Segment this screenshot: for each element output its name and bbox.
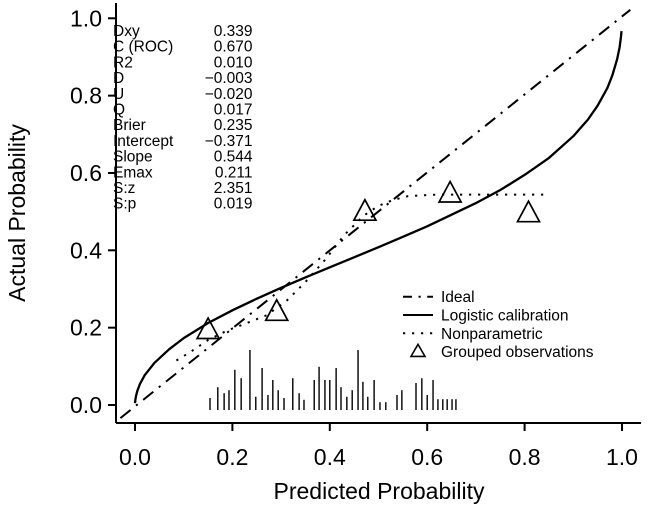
stat-label: S:z [113,180,135,197]
stat-label: Q [113,102,125,119]
x-axis-tick-label: 0.4 [314,444,346,470]
stat-label: U [113,86,124,103]
legend: Ideal Logistic calibrationNonparametricGr… [403,289,594,361]
y-axis-tick-label: 0.2 [70,315,102,341]
grouped-observation-marker [516,199,541,223]
x-axis-tick-label: 0.6 [411,444,443,470]
legend-label: Logistic calibration [441,308,569,325]
y-axis-title: Actual Probability [4,124,30,302]
stat-value: −0.020 [205,86,253,103]
legend-label: Grouped observations [441,344,594,361]
stat-value: 0.211 [215,164,253,181]
x-axis-tick-label: 0.8 [509,444,541,470]
y-axis-tick-label: 1.0 [70,5,102,31]
grouped-observation-marker [264,298,290,322]
y-axis-tick-label: 0.8 [70,83,102,109]
x-axis-tick-label: 1.0 [606,444,638,470]
stat-value: 0.339 [214,23,253,40]
stat-value: 2.351 [214,180,253,197]
stat-value: 0.010 [214,54,253,71]
stat-value: 0.235 [214,117,253,134]
logistic-calibration-curve [133,30,623,404]
y-axis-tick-label: 0.0 [70,392,102,418]
stat-label: Slope [113,149,153,166]
grouped-observation-marker [195,316,221,340]
stat-label: S:p [113,196,136,213]
stat-label: D [113,70,124,87]
grouped-observation-marker [437,179,463,203]
stat-label: Dxy [113,23,140,40]
series-group [119,9,631,419]
stat-value: −0.003 [205,70,253,87]
x-axis-tick-label: 0.0 [119,444,151,470]
stat-label: R2 [113,54,133,71]
stat-value: 0.544 [214,149,253,166]
rug-spikes-group [209,350,457,410]
ideal-line [119,9,631,419]
stat-value: 0.670 [214,39,253,56]
x-axis-tick-label: 0.2 [216,444,248,470]
stat-value: 0.019 [214,196,253,213]
stat-label: Emax [113,164,153,181]
stat-value: 0.017 [214,102,253,119]
stat-label: C (ROC) [113,39,173,56]
stat-value: −0.371 [205,133,253,150]
grouped-observation-marker [352,197,378,222]
stat-label: Intercept [113,133,174,150]
axes-group: 0.0 0.2 0.4 0.6 0.8 1.0 0.0 0.2 0.4 0.6 0.8 1.0 [70,3,641,470]
stats-panel: Dxy 0.339 C (ROC) 0.670 R2 0.010 D −0.003 U −0.02… [113,23,253,213]
legend-label: Ideal [441,289,475,306]
x-axis-title: Predicted Probability [274,478,485,504]
legend-label: Nonparametric [441,326,543,343]
y-axis-tick-label: 0.4 [70,237,102,263]
stat-label: Brier [113,117,146,134]
y-axis-tick-label: 0.6 [70,160,102,186]
legend-glyph-triangle [409,342,427,358]
